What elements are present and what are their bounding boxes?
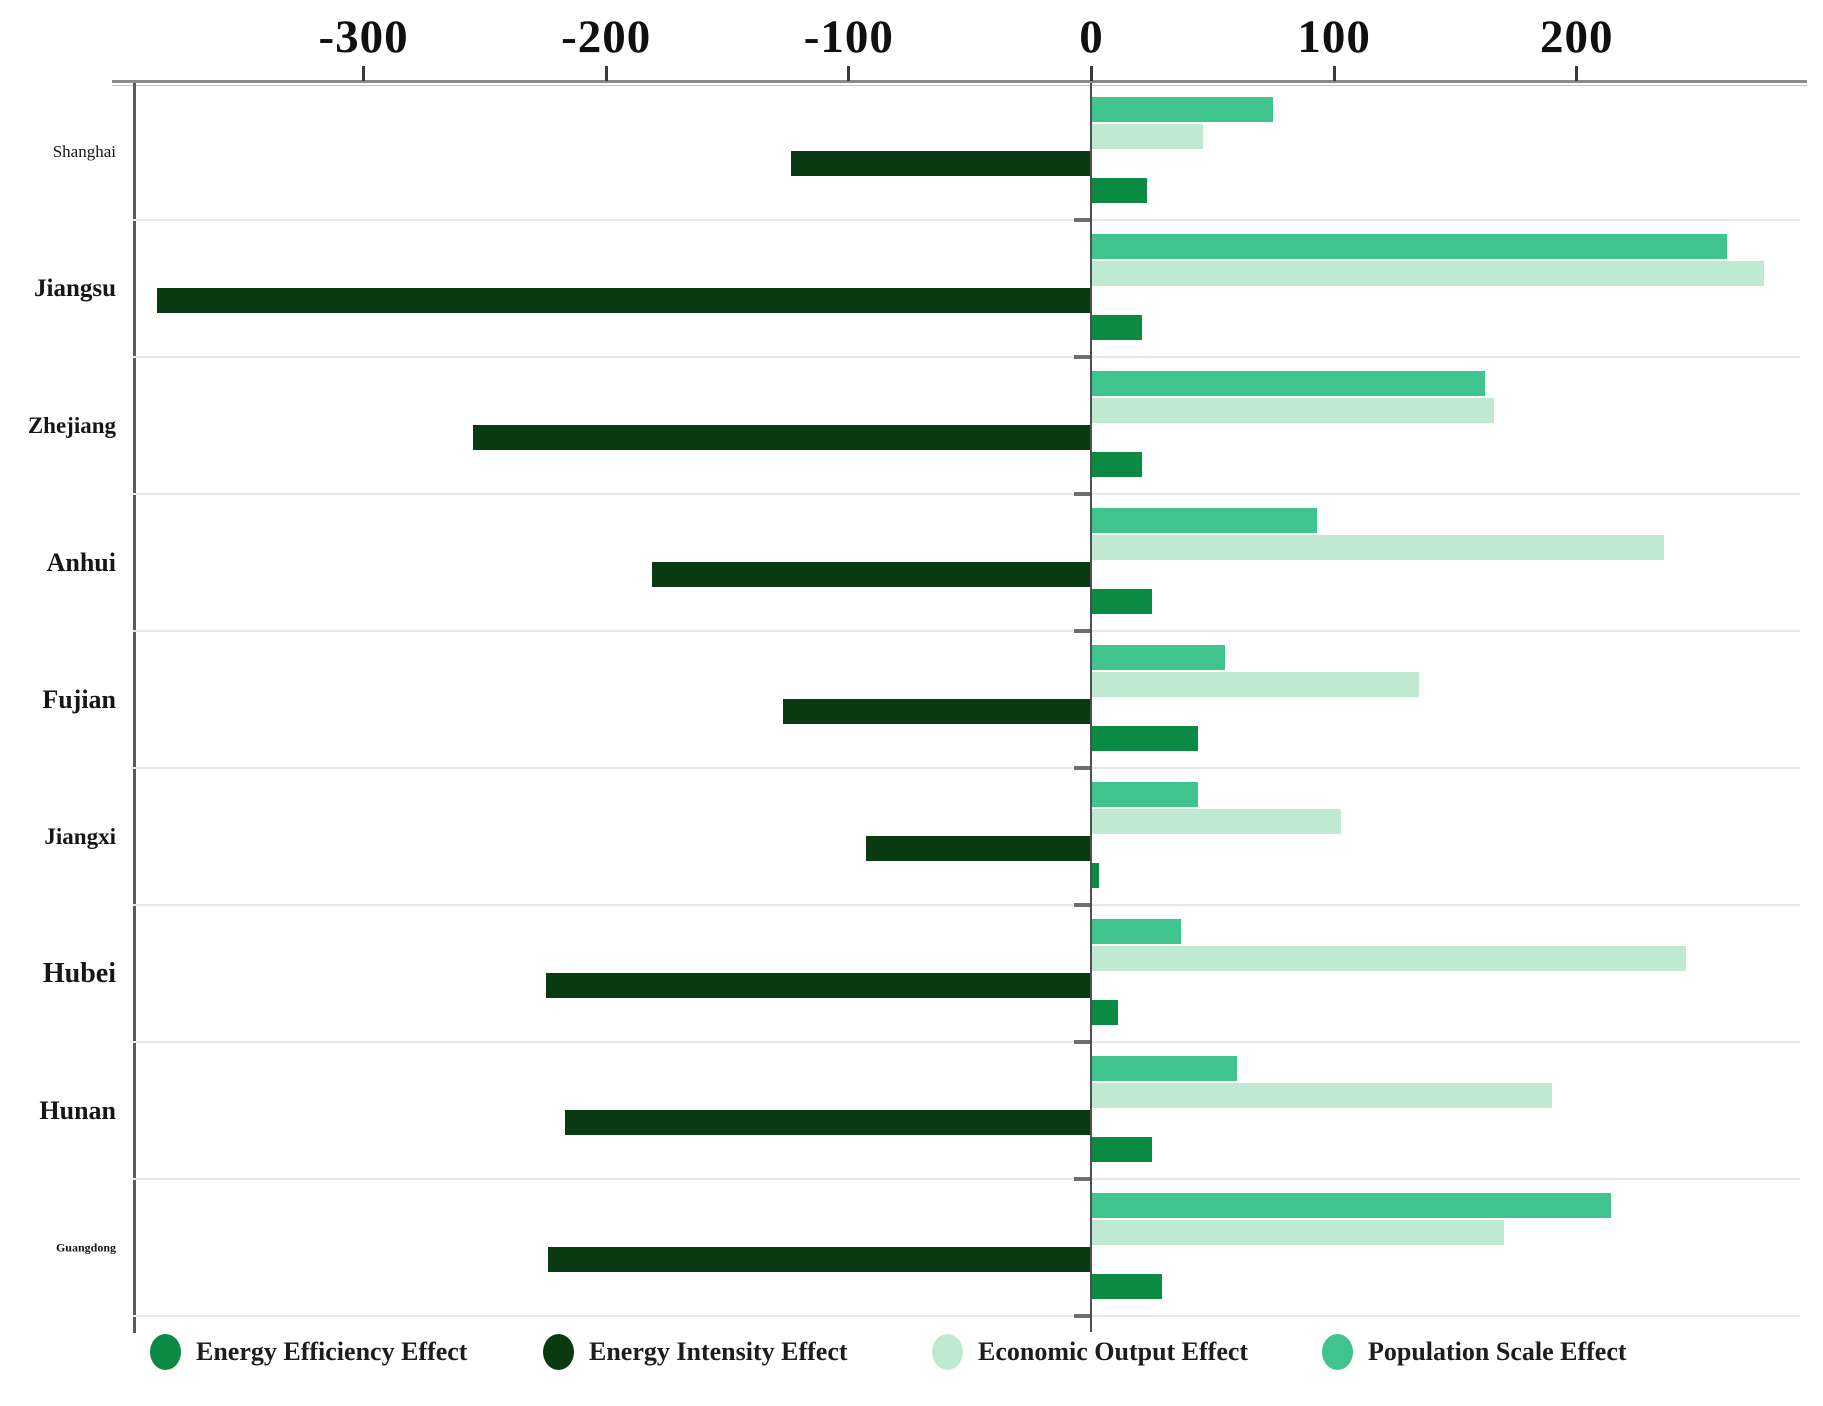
x-axis-tick-label: -100 bbox=[803, 11, 894, 63]
category-label-shanghai: Shanghai bbox=[52, 141, 116, 161]
row-gridline bbox=[133, 630, 1800, 632]
bar-intensity-hunan bbox=[564, 1110, 1092, 1135]
row-gridline bbox=[133, 493, 1800, 495]
x-axis-tick bbox=[604, 66, 608, 81]
x-axis-tick-label: -200 bbox=[561, 11, 652, 63]
bar-efficiency-hubei bbox=[1091, 1000, 1119, 1025]
row-gridline bbox=[133, 904, 1800, 906]
bar-efficiency-hunan bbox=[1091, 1137, 1153, 1162]
x-axis-tick bbox=[1575, 66, 1579, 81]
row-gridline bbox=[133, 1041, 1800, 1043]
legend-item-efficiency: Energy Efficiency Effect bbox=[150, 1322, 467, 1382]
zero-line-tick bbox=[1074, 903, 1092, 907]
bar-efficiency-jiangsu bbox=[1091, 315, 1143, 340]
legend-swatch-efficiency-icon bbox=[150, 1334, 181, 1370]
legend-item-intensity: Energy Intensity Effect bbox=[543, 1322, 848, 1382]
bar-intensity-anhui bbox=[652, 562, 1092, 587]
legend-label: Energy Intensity Effect bbox=[589, 1337, 848, 1366]
legend-label: Economic Output Effect bbox=[978, 1337, 1249, 1366]
zero-line-tick bbox=[1074, 629, 1092, 633]
zero-line-tick bbox=[1074, 766, 1092, 770]
bar-efficiency-jiangxi bbox=[1091, 863, 1099, 888]
legend-label: Population Scale Effect bbox=[1368, 1337, 1627, 1366]
x-axis-tick-label: 100 bbox=[1297, 11, 1371, 63]
bar-economic-shanghai bbox=[1091, 124, 1204, 149]
plot-area bbox=[133, 83, 1800, 1332]
bar-economic-hubei bbox=[1091, 946, 1686, 971]
bar-efficiency-zhejiang bbox=[1091, 452, 1143, 477]
zero-line-tick bbox=[1074, 1177, 1092, 1181]
row-gridline bbox=[133, 219, 1800, 221]
x-axis-line-shadow bbox=[112, 85, 1807, 86]
category-label-fujian: Fujian bbox=[42, 684, 116, 714]
category-label-jiangsu: Jiangsu bbox=[34, 274, 116, 302]
bar-economic-jiangsu bbox=[1091, 261, 1764, 286]
category-label-jiangxi: Jiangxi bbox=[44, 823, 116, 849]
bar-intensity-jiangsu bbox=[157, 288, 1092, 313]
x-axis-tick bbox=[362, 66, 366, 81]
legend-swatch-population-icon bbox=[1322, 1334, 1353, 1370]
x-axis-tick bbox=[1332, 66, 1336, 81]
x-axis-tick-label: -300 bbox=[318, 11, 409, 63]
zero-line-tick bbox=[1074, 492, 1092, 496]
bar-population-anhui bbox=[1091, 508, 1318, 533]
bar-economic-anhui bbox=[1091, 535, 1665, 560]
bar-population-hunan bbox=[1091, 1056, 1238, 1081]
zero-line-tick bbox=[1074, 218, 1092, 222]
zero-line-tick bbox=[1074, 355, 1092, 359]
x-axis-tick-label: 0 bbox=[1079, 11, 1104, 63]
bar-population-jiangxi bbox=[1091, 782, 1199, 807]
category-label-anhui: Anhui bbox=[46, 547, 116, 577]
bar-population-shanghai bbox=[1091, 97, 1274, 122]
bar-efficiency-anhui bbox=[1091, 589, 1153, 614]
bar-economic-fujian bbox=[1091, 672, 1420, 697]
bar-efficiency-guangdong bbox=[1091, 1274, 1162, 1299]
zero-line-tick bbox=[1074, 1314, 1092, 1318]
legend-item-economic: Economic Output Effect bbox=[932, 1322, 1248, 1382]
bar-population-zhejiang bbox=[1091, 371, 1485, 396]
zero-line-tick bbox=[1074, 1040, 1092, 1044]
row-gridline bbox=[133, 1178, 1800, 1180]
bar-intensity-jiangxi bbox=[865, 836, 1092, 861]
bar-economic-jiangxi bbox=[1091, 809, 1342, 834]
bar-intensity-hubei bbox=[545, 973, 1092, 998]
x-axis-tick bbox=[1089, 66, 1093, 81]
x-axis-tick-label: 200 bbox=[1540, 11, 1614, 63]
bar-intensity-fujian bbox=[783, 699, 1092, 724]
legend-swatch-intensity-icon bbox=[543, 1334, 574, 1370]
category-labels: Shanghai Jiangsu Zhejiang Anhui Fujian Jiangx… bbox=[0, 83, 126, 1316]
x-axis-line bbox=[112, 80, 1807, 83]
legend-swatch-economic-icon bbox=[932, 1334, 963, 1370]
bar-population-jiangsu bbox=[1091, 234, 1728, 259]
category-label-zhejiang: Zhejiang bbox=[27, 412, 116, 438]
bar-efficiency-shanghai bbox=[1091, 178, 1148, 203]
bar-economic-zhejiang bbox=[1091, 398, 1495, 423]
bar-intensity-zhejiang bbox=[472, 425, 1092, 450]
zero-axis-line bbox=[1090, 83, 1093, 1332]
category-label-hunan: Hunan bbox=[39, 1095, 116, 1125]
row-gridline bbox=[133, 767, 1800, 769]
bar-intensity-shanghai bbox=[790, 151, 1092, 176]
legend-item-population: Population Scale Effect bbox=[1322, 1322, 1627, 1382]
bar-economic-guangdong bbox=[1091, 1220, 1504, 1245]
y-axis-line bbox=[133, 83, 136, 1333]
legend: Energy Efficiency Effect Energy Intensity… bbox=[0, 1322, 1823, 1392]
bar-economic-hunan bbox=[1091, 1083, 1553, 1108]
legend-label: Energy Efficiency Effect bbox=[196, 1337, 468, 1366]
category-label-hubei: Hubei bbox=[42, 957, 116, 989]
x-axis-tick bbox=[847, 66, 851, 81]
bar-population-hubei bbox=[1091, 919, 1182, 944]
bar-efficiency-fujian bbox=[1091, 726, 1199, 751]
row-gridline bbox=[133, 356, 1800, 358]
bar-population-fujian bbox=[1091, 645, 1225, 670]
row-gridline bbox=[133, 1315, 1800, 1317]
category-label-guangdong: Guangdong bbox=[55, 1240, 116, 1254]
bar-intensity-guangdong bbox=[547, 1247, 1092, 1272]
bar-population-guangdong bbox=[1091, 1193, 1611, 1218]
